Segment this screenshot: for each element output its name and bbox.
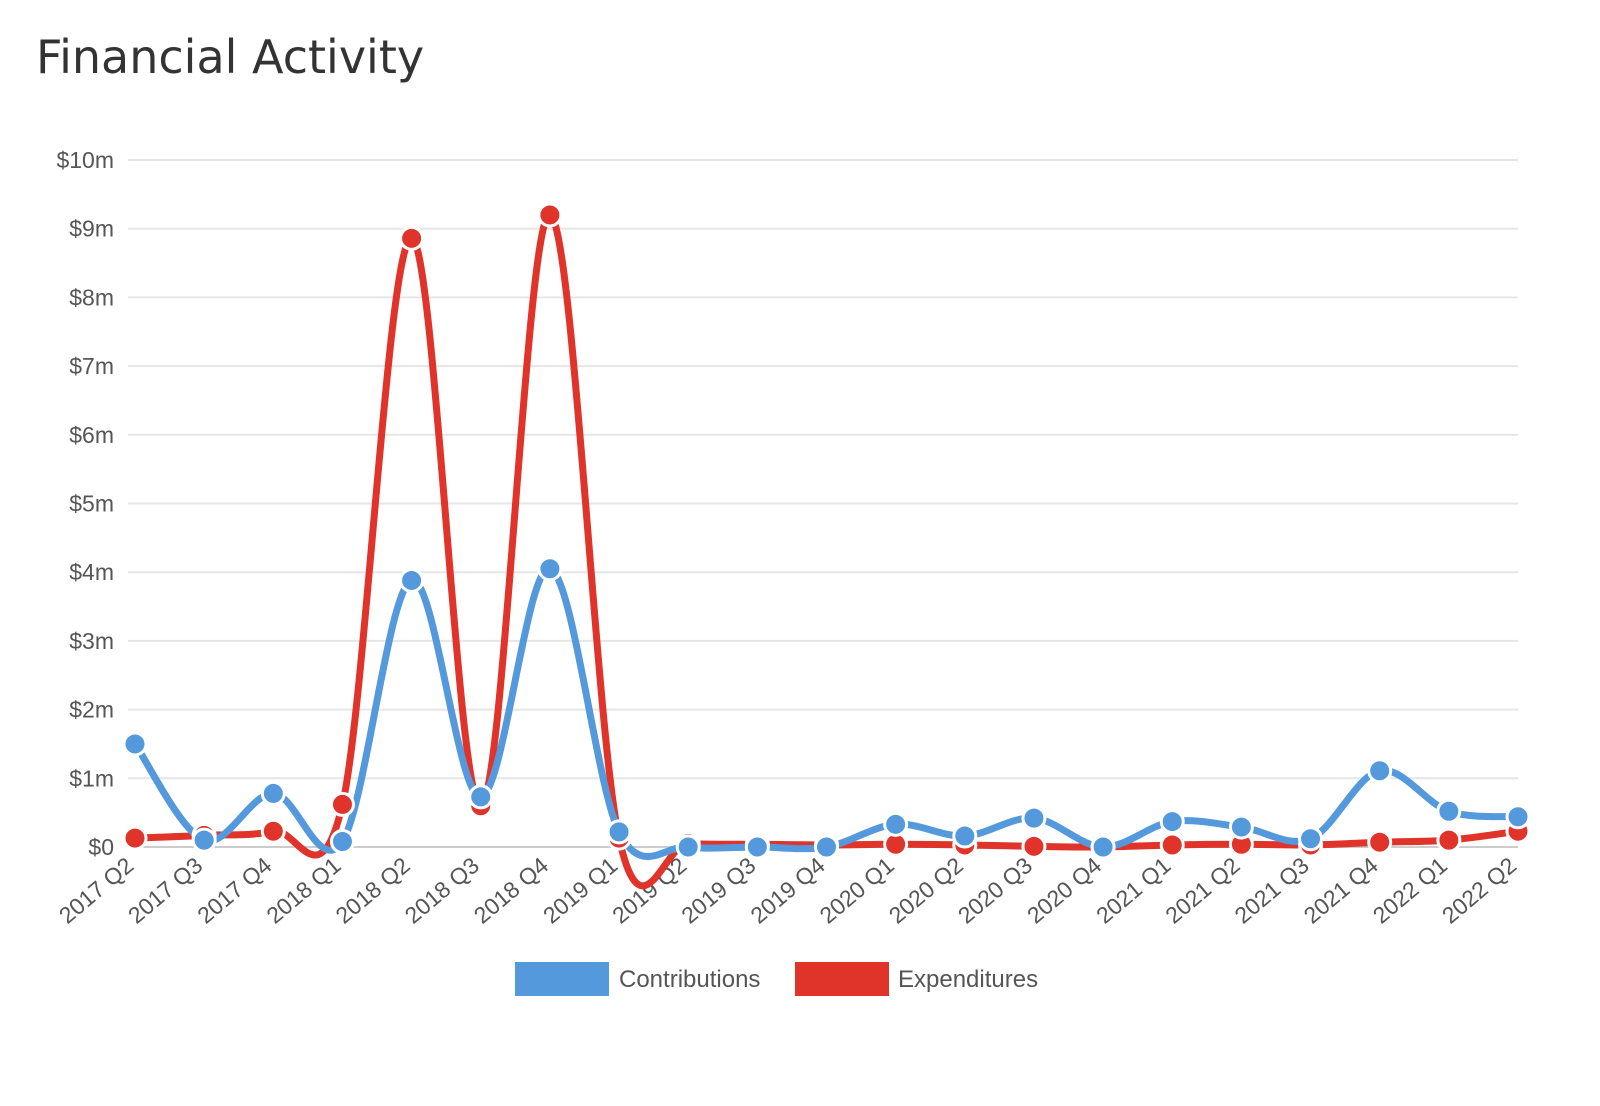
data-point-expenditures[interactable]	[260, 818, 286, 844]
data-point-contributions[interactable]	[675, 834, 701, 860]
data-point-contributions[interactable]	[1159, 809, 1185, 835]
y-tick-label: $2m	[69, 697, 114, 723]
x-tick-label: 2019 Q2	[607, 852, 691, 929]
data-point-contributions[interactable]	[1505, 804, 1531, 830]
data-point-expenditures[interactable]	[1367, 829, 1393, 855]
grid-layer	[128, 159, 1518, 848]
page-title: Financial Activity	[36, 30, 425, 84]
x-tick-label: 2019 Q3	[676, 852, 760, 929]
x-tick-label: 2018 Q4	[469, 852, 553, 929]
data-point-contributions[interactable]	[744, 834, 770, 860]
x-tick-label: 2020 Q2	[884, 852, 968, 929]
data-point-expenditures[interactable]	[329, 791, 355, 817]
legend-label-expenditures[interactable]: Expenditures	[898, 966, 1038, 993]
y-tick-label: $9m	[69, 216, 114, 242]
x-tick-label: 2021 Q3	[1229, 852, 1313, 929]
data-point-contributions[interactable]	[952, 823, 978, 849]
x-tick-label: 2018 Q1	[261, 852, 345, 929]
y-tick-label: $5m	[69, 491, 114, 517]
series-line-expenditures	[131, 211, 1522, 890]
data-point-contributions[interactable]	[1436, 798, 1462, 824]
legend: Contributions Expenditures	[515, 962, 1038, 996]
x-tick-label: 2020 Q3	[953, 852, 1037, 929]
x-tick-label: 2020 Q4	[1022, 852, 1106, 929]
x-tick-label: 2022 Q2	[1437, 852, 1521, 929]
data-point-expenditures[interactable]	[122, 825, 148, 851]
data-point-contributions[interactable]	[329, 829, 355, 855]
x-tick-label: 2021 Q4	[1299, 852, 1383, 929]
data-point-contributions[interactable]	[1228, 814, 1254, 840]
data-point-contributions[interactable]	[468, 784, 494, 810]
legend-swatch-expenditures[interactable]	[795, 962, 889, 996]
data-point-contributions[interactable]	[1090, 834, 1116, 860]
data-point-contributions[interactable]	[122, 731, 148, 757]
series-layer	[122, 202, 1531, 890]
x-tick-label: 2017 Q4	[192, 852, 276, 929]
x-tick-label: 2018 Q2	[330, 852, 414, 929]
x-tick-label: 2022 Q1	[1368, 852, 1452, 929]
y-tick-label: $3m	[69, 628, 114, 654]
legend-label-contributions[interactable]: Contributions	[619, 966, 760, 993]
data-point-contributions[interactable]	[1298, 826, 1324, 852]
y-tick-label: $7m	[69, 353, 114, 379]
legend-swatch-contributions[interactable]	[515, 962, 609, 996]
y-tick-label: $8m	[69, 284, 114, 310]
x-tick-label: 2021 Q1	[1091, 852, 1175, 929]
data-point-contributions[interactable]	[260, 780, 286, 806]
data-point-contributions[interactable]	[814, 834, 839, 860]
data-point-expenditures[interactable]	[1021, 833, 1047, 859]
data-point-contributions[interactable]	[191, 827, 217, 853]
y-axis-ticks: $0 $1m $2m $3m $4m $5m $6m $7m $8m $9m $10m	[56, 147, 114, 860]
data-point-expenditures[interactable]	[1436, 827, 1462, 853]
data-point-contributions[interactable]	[606, 819, 632, 845]
x-tick-label: 2019 Q4	[745, 852, 829, 929]
data-point-expenditures[interactable]	[399, 225, 425, 251]
y-tick-label: $4m	[69, 559, 114, 585]
x-tick-label: 2017 Q2	[54, 852, 138, 929]
data-point-contributions[interactable]	[399, 567, 425, 593]
y-tick-label: $1m	[69, 765, 114, 791]
x-tick-label: 2017 Q3	[123, 852, 207, 929]
x-tick-label: 2020 Q1	[815, 852, 899, 929]
y-tick-label: $10m	[56, 147, 114, 173]
x-tick-label: 2019 Q1	[538, 852, 622, 929]
data-point-contributions[interactable]	[1021, 805, 1047, 831]
x-tick-label: 2018 Q3	[400, 852, 484, 929]
y-tick-label: $6m	[69, 422, 114, 448]
y-tick-label: $0	[88, 834, 114, 860]
data-point-expenditures[interactable]	[1159, 832, 1185, 858]
data-point-expenditures[interactable]	[537, 202, 563, 228]
data-point-contributions[interactable]	[1367, 758, 1393, 784]
data-point-contributions[interactable]	[537, 556, 563, 582]
x-tick-label: 2021 Q2	[1160, 852, 1244, 929]
data-point-contributions[interactable]	[883, 811, 909, 837]
